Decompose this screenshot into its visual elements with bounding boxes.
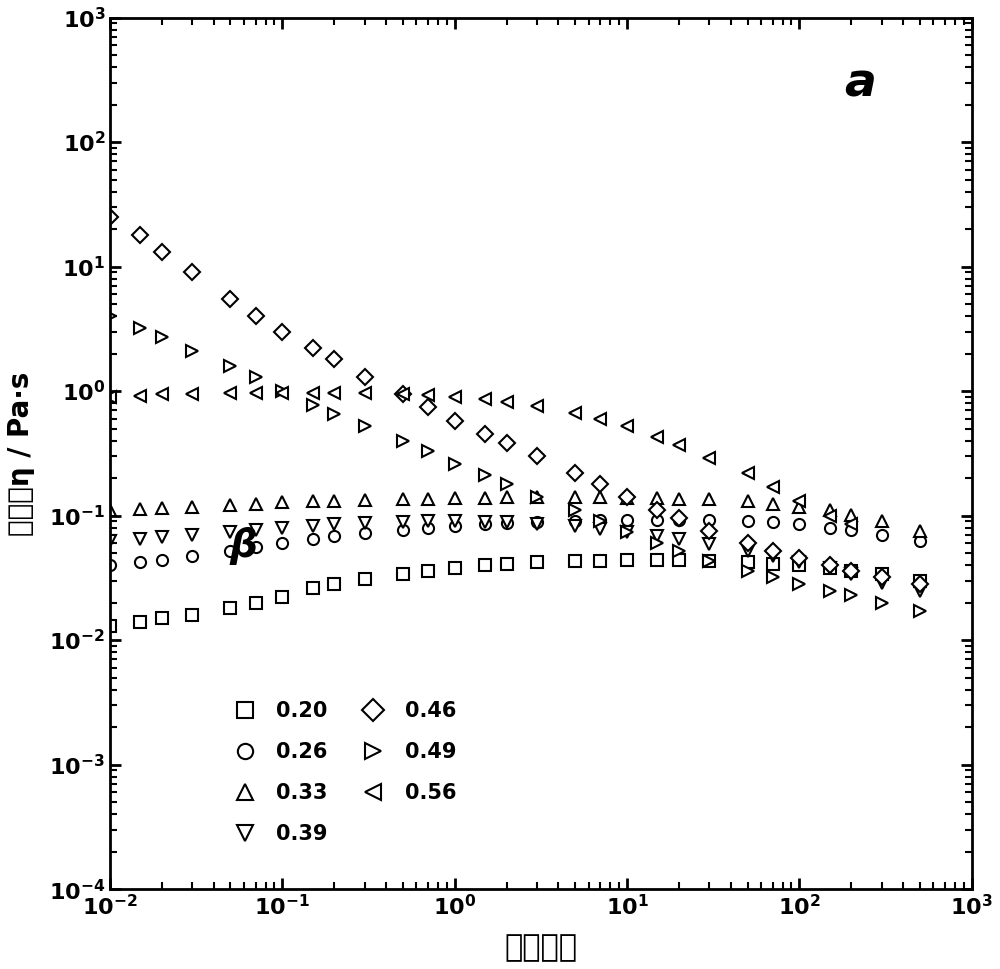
- Text: β: β: [230, 527, 258, 565]
- Legend: 0.20, 0.26, 0.33, 0.39, 0.46, 0.49, 0.56: 0.20, 0.26, 0.33, 0.39, 0.46, 0.49, 0.56: [224, 702, 456, 844]
- Y-axis label: 粘度，η / Pa·s: 粘度，η / Pa·s: [7, 371, 35, 536]
- X-axis label: 剪切速率: 剪切速率: [504, 933, 577, 962]
- Text: a: a: [844, 61, 876, 107]
